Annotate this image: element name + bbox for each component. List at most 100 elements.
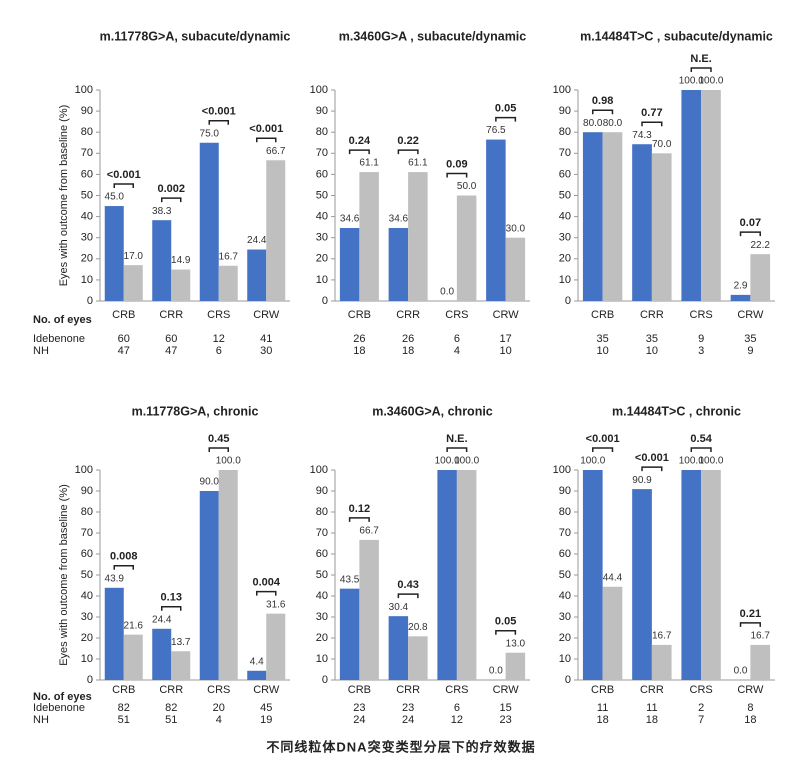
count: 19 (260, 714, 272, 726)
count: 3 (698, 345, 704, 357)
count: 7 (698, 714, 704, 726)
y-tick-label: 40 (316, 211, 328, 223)
y-tick-label: 30 (81, 232, 93, 244)
y-tick-label: 80 (559, 126, 571, 138)
count: 23 (500, 714, 512, 726)
x-tick-label: CRB (591, 684, 614, 696)
y-tick-label: 90 (316, 485, 328, 497)
bar (582, 132, 603, 301)
bar (123, 265, 143, 301)
count: 35 (597, 333, 609, 345)
y-tick-label: 0 (87, 295, 93, 307)
chart-title: m.11778G>A, chronic (132, 404, 259, 418)
value-label: 50.0 (457, 181, 477, 192)
y-tick-label: 20 (316, 253, 328, 265)
value-label: 13.7 (171, 637, 191, 648)
count: 45 (260, 702, 272, 714)
y-tick-label: 90 (559, 485, 571, 497)
caption: 不同线粒体DNA突变类型分层下的疗效数据 (266, 739, 535, 754)
p-bracket (739, 231, 761, 237)
x-tick-label: CRR (159, 684, 183, 696)
count: 51 (118, 714, 130, 726)
value-label: 38.3 (152, 206, 172, 217)
bar (681, 470, 702, 680)
value-label: 66.7 (359, 526, 379, 537)
value-label: 0.0 (440, 287, 454, 298)
y-tick-label: 10 (81, 274, 93, 286)
p-bracket (113, 183, 134, 189)
y-tick-label: 100 (553, 84, 571, 96)
count: 12 (451, 714, 463, 726)
count: 47 (165, 345, 177, 357)
x-tick-label: CRB (112, 309, 135, 321)
bar (339, 227, 360, 301)
bar (651, 644, 672, 680)
y-tick-label: 40 (559, 211, 571, 223)
y-tick-label: 30 (316, 232, 328, 244)
value-label: 100.0 (216, 456, 241, 467)
value-label: 24.4 (247, 235, 267, 246)
bar (388, 227, 409, 301)
x-tick-label: CRB (348, 684, 371, 696)
count: 35 (744, 333, 756, 345)
y-tick-label: 20 (559, 253, 571, 265)
value-label: 80.0 (583, 118, 603, 129)
count: 18 (646, 714, 658, 726)
value-label: 66.7 (266, 146, 286, 157)
value-label: 70.0 (652, 139, 672, 150)
y-tick-label: 10 (559, 653, 571, 665)
x-tick-label: CRR (396, 309, 420, 321)
y-tick-label: 50 (316, 189, 328, 201)
value-label: 31.6 (266, 599, 286, 610)
y-tick-label: 10 (559, 274, 571, 286)
count: 6 (454, 702, 460, 714)
value-label: 76.5 (486, 125, 506, 136)
bar (152, 220, 172, 301)
p-bracket (641, 466, 663, 472)
y-tick-label: 80 (316, 506, 328, 518)
y-tick-label: 0 (322, 674, 328, 686)
p-value: 0.008 (110, 551, 138, 563)
y-tick-label: 40 (81, 590, 93, 602)
bar (750, 254, 771, 301)
p-value: 0.45 (208, 433, 229, 445)
value-label: 0.0 (734, 666, 748, 677)
p-value: 0.98 (592, 95, 613, 107)
chart-title: m.3460G>A , subacute/dynamic (339, 29, 527, 43)
bar (218, 470, 238, 680)
p-value: 0.12 (349, 503, 370, 515)
value-label: 34.6 (389, 214, 409, 225)
p-bracket (397, 149, 419, 155)
count: 6 (216, 345, 222, 357)
y-tick-label: 0 (322, 295, 328, 307)
p-value: 0.07 (740, 217, 761, 229)
count: 18 (744, 714, 756, 726)
count: 17 (500, 333, 512, 345)
p-value: 0.002 (157, 183, 185, 195)
value-label: 22.2 (750, 240, 770, 251)
value-label: 100.0 (454, 456, 479, 467)
counts-label: No. of eyes (33, 314, 92, 326)
y-tick-label: 90 (81, 485, 93, 497)
value-label: 16.7 (219, 251, 239, 262)
count: 18 (402, 345, 414, 357)
y-tick-label: 60 (81, 548, 93, 560)
p-bracket (348, 149, 370, 155)
count: 47 (118, 345, 130, 357)
count: 51 (165, 714, 177, 726)
value-label: 90.0 (200, 477, 220, 488)
y-tick-label: 90 (316, 105, 328, 117)
count: 24 (402, 714, 414, 726)
bar (582, 470, 603, 680)
value-label: 30.0 (506, 223, 526, 234)
value-label: 100.0 (679, 456, 704, 467)
y-tick-label: 70 (559, 147, 571, 159)
count: 60 (165, 333, 177, 345)
y-tick-label: 60 (559, 168, 571, 180)
p-value: N.E. (690, 53, 711, 65)
y-tick-label: 100 (75, 464, 93, 476)
bar (505, 237, 526, 301)
value-label: 44.4 (603, 572, 623, 583)
count: 10 (646, 345, 658, 357)
